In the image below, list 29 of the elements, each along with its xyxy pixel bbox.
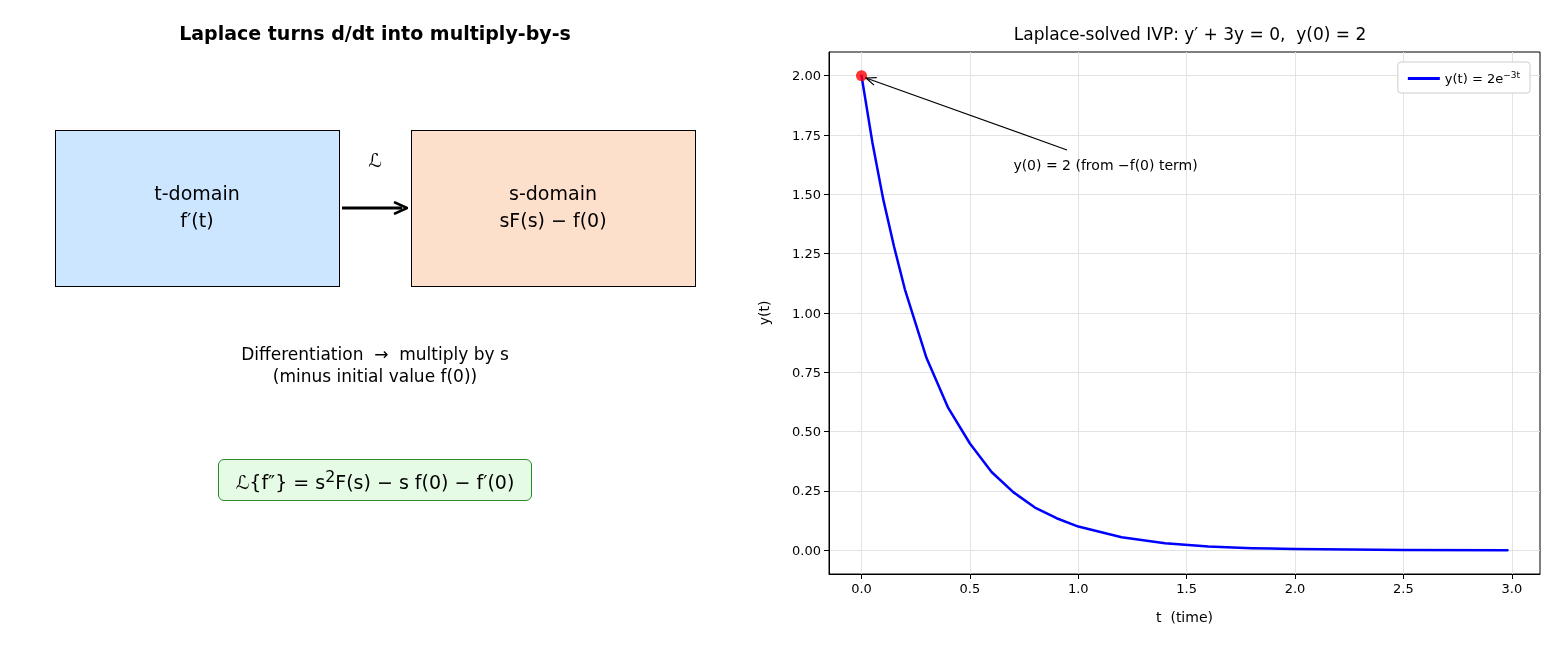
y-tick-label: 1.50	[792, 186, 821, 202]
text: Laplace turns d/dt into multiply-by-s	[179, 22, 571, 44]
y-tick-label: 0.00	[792, 542, 821, 558]
x-tick-label: 0.5	[959, 581, 981, 596]
y-axis-title: y(t)	[756, 300, 772, 326]
text: ℒ{f″} = s$^{2}$F(s) − s f(0) − f′(0)	[235, 466, 515, 494]
text: s-domain	[509, 182, 597, 204]
text: t-domain	[154, 182, 240, 204]
text: ℒ	[368, 149, 382, 171]
x-tick-label: 0.0	[851, 581, 872, 596]
text: sF(s) − f(0)	[499, 209, 607, 231]
y-tick-label: 2.00	[792, 68, 821, 84]
y-tick-label: 1.25	[792, 246, 821, 262]
text: f′(t)	[180, 209, 214, 231]
x-tick-label: 2.5	[1393, 581, 1414, 596]
chart-title: Laplace-solved IVP: y′ + 3y = 0, y(0) = 2	[1013, 23, 1367, 44]
y-tick-label: 1.00	[792, 305, 821, 321]
y-tick-label: 0.50	[792, 424, 821, 440]
x-tick-label: 3.0	[1501, 581, 1523, 596]
x-tick-label: 2.0	[1284, 581, 1306, 596]
text: (minus initial value f(0))	[272, 366, 478, 386]
x-tick-label: 1.0	[1067, 581, 1089, 596]
x-axis-title: t (time)	[1156, 609, 1213, 625]
y-tick-label: 1.75	[792, 127, 821, 143]
x-tick-label: 1.5	[1176, 581, 1198, 596]
annotation: y(0) = 2 (from −f(0) term)	[1013, 156, 1198, 173]
y-tick-label: 0.75	[792, 364, 821, 380]
text: Differentiation → multiply by s	[241, 344, 509, 364]
y-tick-label: 0.25	[792, 483, 821, 499]
